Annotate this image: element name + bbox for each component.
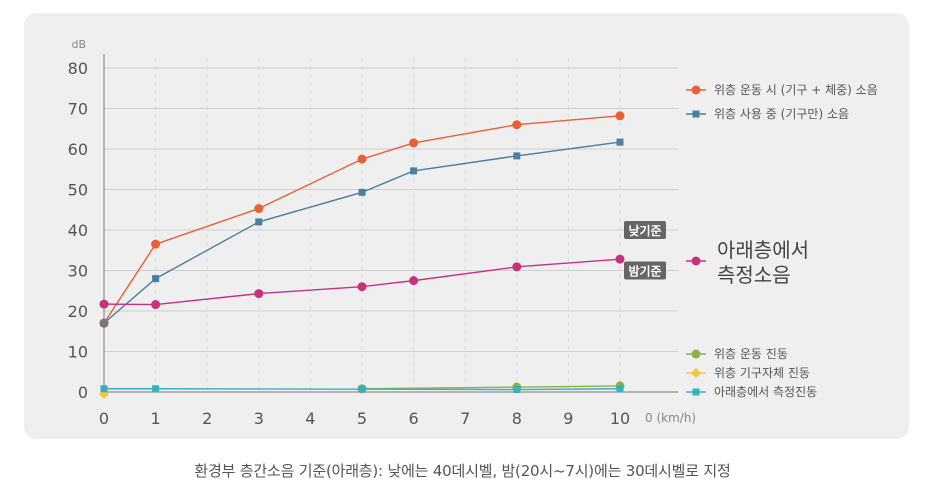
y-tick-label: 20 [68,302,88,321]
data-point [254,289,264,299]
data-point [513,386,521,394]
data-point [357,282,367,292]
x-tick-label: 7 [460,409,470,428]
data-point [358,385,366,393]
data-point [152,275,160,283]
data-point [358,188,366,196]
y-tick-label: 70 [68,100,88,119]
legend-marker [691,368,701,378]
data-point [409,276,419,286]
data-point [152,385,160,393]
data-point [616,385,624,393]
data-point [357,154,367,164]
data-point [512,262,522,272]
y-tick-label: 40 [68,221,88,240]
data-point [512,120,522,130]
data-point [615,111,625,121]
legend-label: 위층 기구자체 진동 [714,366,810,380]
x-tick-label: 9 [563,409,573,428]
chart-caption: 환경부 층간소음 기준(아래층): 낮에는 40데시벨, 밤(20시~7시)에는… [194,462,731,480]
reference-badge-label: 밤기준 [628,264,661,279]
y-tick-label: 60 [68,140,88,159]
x-tick-label: 5 [357,409,367,428]
legend-marker [692,110,700,118]
chart-panel [24,13,909,439]
reference-badge [624,221,666,239]
y-tick-label: 80 [68,59,88,78]
data-point [254,204,264,214]
legend-label: 아래층에서 [717,238,809,262]
data-point [410,167,418,175]
legend-label: 위층 운동 시 (기구 + 체중) 소음 [714,83,878,97]
data-point [615,254,625,264]
data-point [99,299,109,309]
data-point [151,239,161,249]
data-point [409,138,419,148]
series-line [103,258,621,306]
legend-marker [691,85,701,95]
legend-marker [691,349,701,359]
legend-label: 위층 운동 진동 [714,347,788,361]
legend-marker [692,388,700,396]
data-point [255,218,263,226]
x-tick-label: 4 [305,409,315,428]
x-tick-label: 3 [254,409,264,428]
x-tick-label: 10 [610,409,630,428]
x-tick-label: 0 [99,409,109,428]
y-tick-label: 50 [68,181,88,200]
x-tick-label: 2 [202,409,212,428]
legend-marker [691,256,701,266]
reference-badge [624,261,666,280]
y-tick-label: 10 [68,343,88,362]
legend-label: 위층 사용 중 (기구만) 소음 [714,107,849,121]
data-point [99,318,109,328]
x-tick-label: 8 [512,409,522,428]
data-point [100,385,108,393]
x-tick-label: 1 [151,409,161,428]
series-line [361,385,621,390]
data-point [151,300,161,310]
y-tick-label: 0 [78,383,88,402]
x-tick-label: 6 [409,409,419,428]
y-axis-unit-label: dB [71,38,86,51]
data-point [513,152,521,160]
legend-label: 측정소음 [717,263,791,287]
series-line [103,141,621,324]
x-axis-unit-label: 0 (km/h) [645,411,696,425]
legend-label: 아래층에서 측정진동 [714,385,817,399]
reference-badge-label: 낮기준 [628,223,661,238]
data-point [616,138,624,146]
y-tick-label: 30 [68,262,88,281]
